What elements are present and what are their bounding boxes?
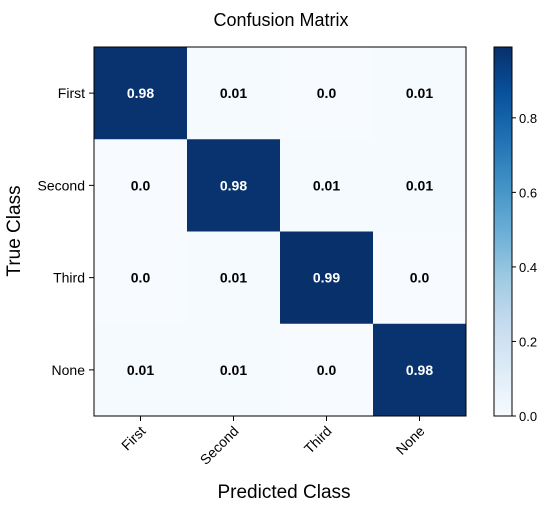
x-axis-label: Predicted Class [217,482,350,503]
matrix-cell-value: 0.01 [406,177,433,193]
y-tick-label: None [52,362,86,378]
matrix-cell [280,47,374,140]
colorbar-tick-label: 0.4 [519,260,537,275]
colorbar-gradient [494,47,512,416]
y-tick-label: Second [38,177,85,193]
matrix-cell [187,47,281,140]
matrix-cell-value: 0.0 [131,270,151,286]
y-tick-label: Third [53,270,85,286]
matrix-cell-value: 0.0 [131,177,151,193]
x-tick-label: First [118,423,149,454]
matrix-cell [94,323,188,417]
matrix-cell-labels: 0.98 0.01 0.0 0.01 0.0 0.98 0.01 0.01 0.0 0.01 0.9… [127,85,433,378]
x-axis-ticks: First Second Third None [118,416,428,468]
matrix-cell-value: 0.01 [313,177,340,193]
colorbar-tick-label: 0.8 [519,111,537,126]
matrix-cell [280,231,374,325]
matrix-cell [280,139,374,232]
matrix-cells [94,47,467,417]
chart-title: Confusion Matrix [213,10,348,30]
matrix-cell-value: 0.0 [317,85,337,101]
matrix-cell [187,323,281,417]
colorbar-tick-label: 0.2 [519,334,537,349]
matrix-cell-value: 0.0 [410,270,430,286]
colorbar-ticks: 0.0 0.2 0.4 0.6 0.8 [512,111,537,424]
colorbar-tick-label: 0.0 [519,409,537,424]
matrix-cell-value: 0.01 [220,270,247,286]
x-tick-label: Second [197,423,242,468]
matrix-cell [94,139,188,232]
x-tick-label: None [393,423,428,458]
colorbar-tick-label: 0.6 [519,185,537,200]
matrix-cell [187,139,281,232]
matrix-cell [373,139,467,232]
matrix-cell [373,47,467,140]
matrix-frame [93,46,467,417]
matrix-cell [373,323,467,417]
matrix-cell [187,231,281,325]
matrix-cell [373,231,467,325]
matrix-cell-value: 0.98 [220,177,247,193]
x-tick-label: Third [301,423,335,457]
matrix-cell [94,47,188,140]
y-axis-ticks: First Second Third None [38,85,94,378]
matrix-cell [94,231,188,325]
colorbar-frame [493,46,513,417]
matrix-cell-value: 0.0 [317,362,337,378]
matrix-cell-value: 0.98 [127,85,154,101]
y-tick-label: First [58,85,85,101]
matrix-cell-value: 0.99 [313,270,340,286]
matrix-cell-value: 0.01 [406,85,433,101]
matrix-cell-value: 0.98 [406,362,433,378]
matrix-cell-value: 0.01 [220,85,247,101]
matrix-cell-value: 0.01 [127,362,154,378]
matrix-cell-value: 0.01 [220,362,247,378]
matrix-cell [280,323,374,417]
y-axis-label: True Class [4,185,25,276]
